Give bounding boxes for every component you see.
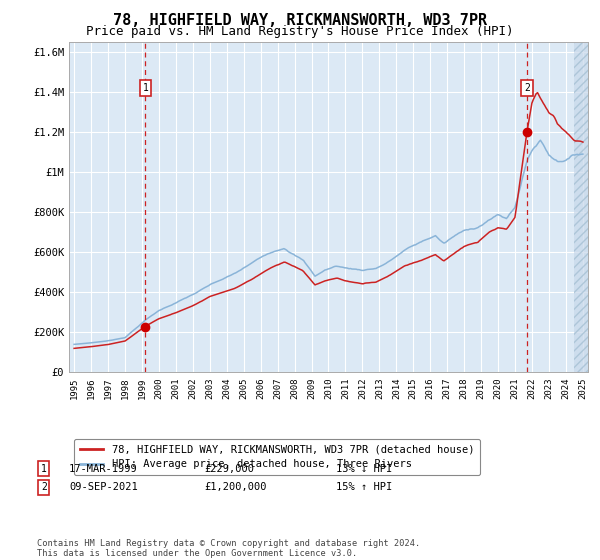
Text: Contains HM Land Registry data © Crown copyright and database right 2024.
This d: Contains HM Land Registry data © Crown c… [37,539,421,558]
Text: £1,200,000: £1,200,000 [204,482,266,492]
Bar [574,42,600,372]
Text: 13% ↓ HPI: 13% ↓ HPI [336,464,392,474]
Text: 17-MAR-1999: 17-MAR-1999 [69,464,138,474]
Text: 78, HIGHFIELD WAY, RICKMANSWORTH, WD3 7PR: 78, HIGHFIELD WAY, RICKMANSWORTH, WD3 7P… [113,13,487,28]
Text: Price paid vs. HM Land Registry's House Price Index (HPI): Price paid vs. HM Land Registry's House … [86,25,514,38]
Text: 15% ↑ HPI: 15% ↑ HPI [336,482,392,492]
Text: 09-SEP-2021: 09-SEP-2021 [69,482,138,492]
Text: £229,000: £229,000 [204,464,254,474]
Text: 2: 2 [524,83,530,94]
Text: 2: 2 [41,482,47,492]
Text: 1: 1 [143,83,148,94]
Legend: 78, HIGHFIELD WAY, RICKMANSWORTH, WD3 7PR (detached house), HPI: Average price, : 78, HIGHFIELD WAY, RICKMANSWORTH, WD3 7P… [74,438,481,475]
Text: 1: 1 [41,464,47,474]
